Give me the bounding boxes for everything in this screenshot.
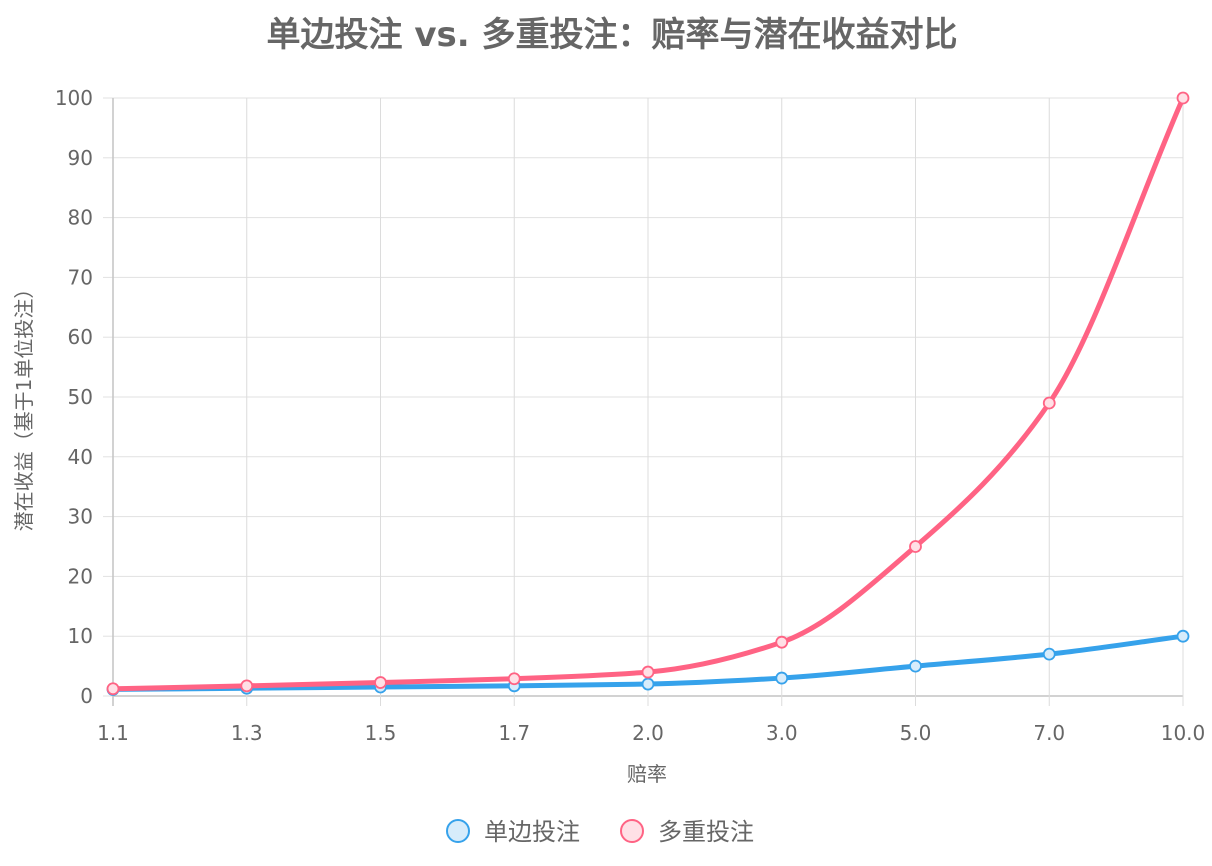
- legend-marker: [446, 819, 470, 843]
- data-point: [775, 635, 789, 649]
- data-point: [909, 659, 922, 673]
- y-tick-label: 30: [68, 505, 93, 529]
- y-tick-label: 10: [68, 624, 93, 648]
- y-tick-label: 60: [68, 325, 93, 349]
- x-tick-label: 1.7: [498, 721, 530, 745]
- x-tick-label: 5.0: [900, 721, 932, 745]
- data-points: [106, 91, 1190, 696]
- x-tick-label: 1.3: [231, 721, 263, 745]
- data-point: [1176, 629, 1190, 643]
- data-point: [106, 682, 120, 696]
- data-point: [909, 540, 922, 553]
- y-tick-label: 100: [55, 86, 93, 110]
- legend-item-2[interactable]: 多重投注: [620, 818, 754, 846]
- y-tick-label: 0: [80, 684, 93, 708]
- x-tick-label: 1.5: [365, 721, 397, 745]
- data-point: [374, 676, 387, 689]
- data-point: [775, 671, 789, 685]
- data-point: [507, 672, 521, 686]
- y-tick-label: 40: [68, 445, 93, 469]
- chart-title: 单边投注 vs. 多重投注：赔率与潜在收益对比: [267, 15, 958, 55]
- data-point: [1176, 91, 1190, 105]
- y-tick-label: 50: [68, 385, 93, 409]
- data-point: [1042, 396, 1056, 410]
- axes: 0 10 20 30 40 50 60 70 80 90 100 1.1 1.3 1.5 1.7 2.0 3.0…: [55, 86, 1205, 745]
- y-tick-label: 20: [68, 564, 93, 588]
- y-tick-label: 70: [68, 265, 93, 289]
- data-point: [240, 679, 254, 693]
- x-axis-title: 赔率: [627, 762, 667, 786]
- legend[interactable]: 单边投注 多重投注: [446, 818, 754, 846]
- x-tick-label: 1.1: [97, 721, 129, 745]
- data-point: [1042, 647, 1056, 661]
- legend-item-1[interactable]: 单边投注: [446, 818, 580, 846]
- x-tick-label: 10.0: [1161, 721, 1206, 745]
- data-point: [641, 665, 655, 679]
- x-tick-label: 2.0: [632, 721, 664, 745]
- y-tick-label: 80: [68, 206, 93, 230]
- data-point: [641, 677, 655, 691]
- y-tick-label: 90: [68, 146, 93, 170]
- x-tick-label: 3.0: [766, 721, 798, 745]
- legend-marker: [620, 819, 644, 843]
- legend-label: 多重投注: [658, 818, 754, 846]
- grid: [103, 97, 1184, 706]
- x-tick-label: 7.0: [1033, 721, 1065, 745]
- y-axis-title: 潜在收益（基于1单位投注）: [12, 279, 36, 532]
- legend-label: 单边投注: [484, 818, 580, 846]
